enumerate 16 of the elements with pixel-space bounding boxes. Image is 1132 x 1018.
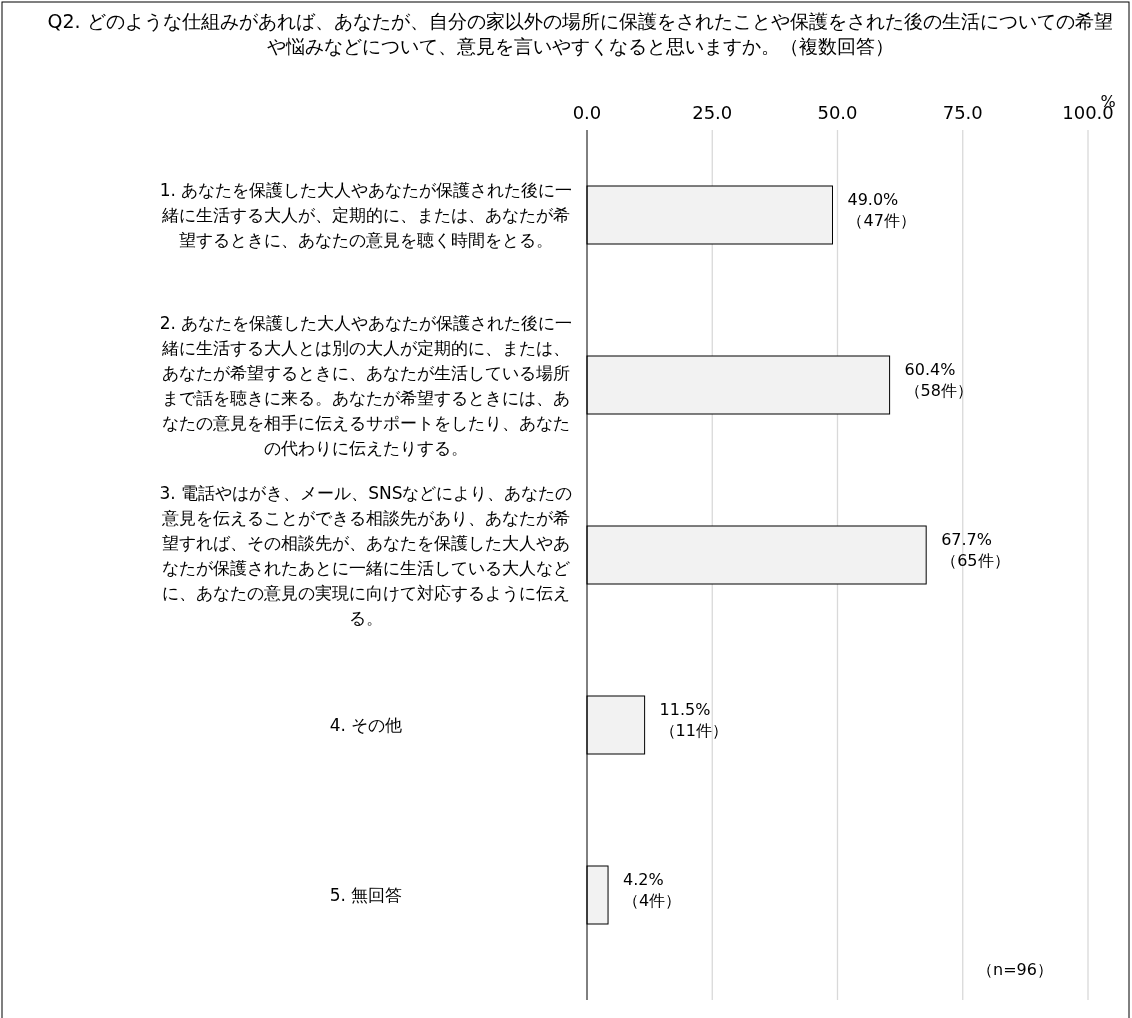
category: 2. あなたを保護した大人やあなたが保護された後に一緒に生活する大人とは別の大人が定期的に、または、あなたが希望するときに、あなたが生活している場所まで話を聴きに来る。あなたが希望するときには、あなたの意見を相手に伝えるサポートをしたり、あなたの代わりに伝えたりする。 <box>159 312 573 458</box>
category: 4. その他 <box>329 715 403 735</box>
value-label: 11.5% （11件） <box>659 699 728 740</box>
title: Q2. どのような仕組みがあれば、あなたが、自分の家以外の場所に保護をされたことや保護をされた後の生活についての希望や悩みなどについて、意見を言いやすくなると思いますか。（複数回答） <box>47 10 1113 57</box>
value-label: 67.7% （65件） <box>941 529 1010 570</box>
tick: 75.0 <box>942 102 983 123</box>
value-label: 49.0% （47件） <box>847 189 916 230</box>
value-label: 60.4% （58件） <box>904 359 973 400</box>
annotation: （n=96） <box>977 960 1053 979</box>
value-label: 4.2% （4件） <box>623 869 682 910</box>
category: 5. 無回答 <box>329 885 403 905</box>
category: 3. 電話やはがき、メール、SNSなどにより、あなたの意見を伝えることができる相談先があり、あなたが希望すれば、その相談先が、あなたを保護した大人やあなたが保護されたあとに一緒に生活している大人などに、あなたの意見の実現に向けて対応するように伝える。 <box>159 482 573 628</box>
category: 1. あなたを保護した大人やあなたが保護された後に一緒に生活する大人が、定期的に、または、あなたが希望するときに、あなたの意見を聴く時間をとる。 <box>159 180 573 250</box>
tick: 50.0 <box>817 102 858 123</box>
tick: 25.0 <box>692 102 733 123</box>
tick: 0.0 <box>572 102 602 123</box>
